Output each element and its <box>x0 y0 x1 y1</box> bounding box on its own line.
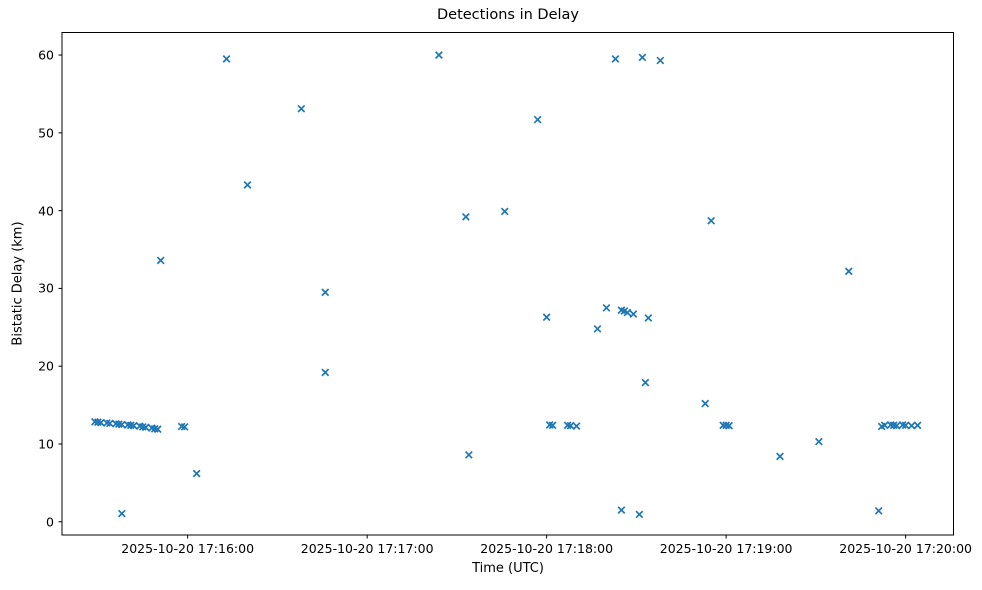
data-point-marker <box>641 378 650 387</box>
data-point-marker <box>153 425 162 434</box>
data-point-marker <box>776 452 784 461</box>
data-point-marker <box>725 421 734 430</box>
data-point-marker <box>572 422 581 431</box>
data-point-marker <box>180 422 189 431</box>
data-point-marker <box>644 314 653 322</box>
y-tick-label: 20 <box>38 358 54 374</box>
data-point-marker <box>892 421 901 430</box>
data-point-marker <box>464 450 473 459</box>
y-tick-label: 30 <box>38 280 54 296</box>
data-point-marker <box>321 288 330 297</box>
data-point-marker <box>548 421 557 430</box>
data-point-marker <box>635 510 644 519</box>
y-tick-label: 50 <box>38 125 54 141</box>
y-tick-label: 0 <box>46 514 54 530</box>
data-point-marker <box>321 368 330 377</box>
data-point-marker <box>461 212 470 221</box>
y-tick-label: 10 <box>38 436 54 452</box>
axes-border <box>61 32 954 536</box>
x-tick-label: 2025-10-20 17:16:00 <box>121 541 255 556</box>
data-point-marker <box>297 104 306 113</box>
y-tick-label: 40 <box>38 203 54 219</box>
x-tick-label: 2025-10-20 17:19:00 <box>659 541 793 556</box>
chart-title: Detections in Delay <box>436 7 579 23</box>
data-point-marker <box>117 509 126 518</box>
data-point-marker <box>874 506 883 515</box>
x-tick-label: 2025-10-20 17:20:00 <box>839 541 973 556</box>
y-tick-label: 60 <box>38 47 54 63</box>
data-point-marker <box>500 207 509 216</box>
x-tick-label: 2025-10-20 17:18:00 <box>480 541 614 556</box>
data-point-marker <box>656 56 665 65</box>
data-point-marker <box>623 308 632 317</box>
data-point-marker <box>844 267 853 276</box>
data-point-marker <box>542 313 551 322</box>
data-point-marker <box>638 53 647 62</box>
data-point-marker <box>593 324 602 333</box>
data-point-marker <box>243 181 252 189</box>
data-point-marker <box>814 437 823 446</box>
data-point-marker <box>629 310 638 318</box>
x-tick-label: 2025-10-20 17:17:00 <box>300 541 434 556</box>
data-point-marker <box>435 51 443 59</box>
data-point-marker <box>617 506 626 515</box>
data-point-marker <box>192 469 201 478</box>
data-point-marker <box>156 256 165 265</box>
data-point-marker <box>141 423 150 432</box>
data-point-marker <box>701 399 710 408</box>
data-point-marker <box>707 216 716 225</box>
data-point-marker <box>913 421 922 430</box>
data-point-marker <box>533 115 542 124</box>
data-point-marker <box>602 303 611 312</box>
data-point-marker <box>222 55 231 63</box>
data-point-marker <box>611 55 620 63</box>
y-axis-label: Bistatic Delay (km) <box>10 221 26 346</box>
x-axis-label: Time (UTC) <box>472 561 544 576</box>
